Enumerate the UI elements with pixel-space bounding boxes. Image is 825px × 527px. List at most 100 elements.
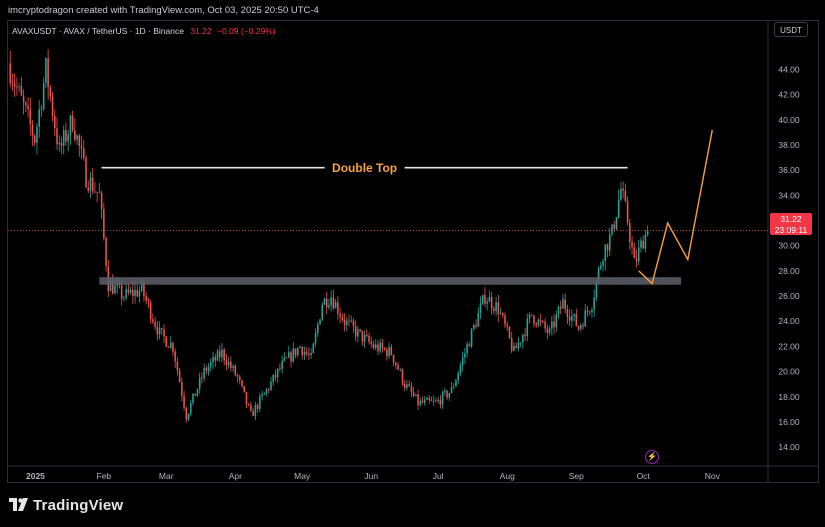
- candle: [270, 381, 272, 390]
- candle: [163, 329, 165, 337]
- candle: [486, 301, 488, 304]
- candle: [562, 299, 564, 309]
- candle: [256, 405, 259, 409]
- candle: [357, 329, 359, 337]
- candle: [473, 325, 475, 329]
- candle: [426, 398, 428, 400]
- candle: [337, 302, 339, 314]
- y-tick-label: 16.00: [778, 417, 800, 427]
- candle: [352, 320, 355, 327]
- candle: [490, 296, 493, 309]
- x-tick-label: Mar: [159, 471, 174, 481]
- x-tick-label: Oct: [637, 471, 651, 481]
- candle: [586, 310, 589, 312]
- x-tick-label: Sep: [569, 471, 584, 481]
- x-tick-label: May: [294, 471, 311, 481]
- badge-countdown: 23:09:11: [774, 224, 808, 235]
- candle: [432, 400, 435, 402]
- currency-button[interactable]: USDT: [774, 22, 808, 37]
- candle: [147, 300, 150, 303]
- candle: [234, 365, 237, 376]
- y-tick-label: 26.00: [778, 291, 800, 301]
- candle: [406, 384, 408, 388]
- candle: [479, 303, 482, 314]
- y-tick-label: 42.00: [778, 90, 800, 100]
- candle: [399, 369, 402, 371]
- candle: [345, 320, 348, 325]
- candle: [301, 346, 303, 356]
- y-tick-label: 34.00: [778, 190, 800, 200]
- candle: [252, 411, 254, 417]
- candle: [223, 349, 225, 361]
- candle: [138, 290, 141, 297]
- candle: [317, 324, 319, 334]
- candle: [89, 177, 92, 191]
- candle: [341, 316, 344, 320]
- candle: [96, 191, 98, 193]
- candle: [22, 95, 25, 103]
- candle: [192, 393, 194, 404]
- candle: [571, 316, 573, 321]
- candle: [225, 360, 228, 366]
- candle: [272, 374, 274, 382]
- candle: [559, 306, 562, 309]
- candle: [542, 321, 544, 322]
- candle: [591, 309, 593, 313]
- candle: [644, 234, 647, 249]
- candle: [198, 377, 201, 390]
- candle: [620, 188, 622, 200]
- candle: [481, 295, 484, 304]
- candle: [388, 346, 390, 357]
- candle: [392, 354, 395, 363]
- candle: [236, 375, 239, 377]
- candle: [604, 244, 607, 262]
- candle: [120, 284, 123, 299]
- candle: [522, 334, 524, 343]
- candle: [417, 394, 419, 406]
- candle: [466, 344, 468, 354]
- symbol-legend[interactable]: AVAXUSDT · AVAX / TetherUS · 1D · Binanc…: [12, 26, 276, 36]
- candle: [74, 130, 76, 140]
- candle: [227, 361, 230, 366]
- candle: [553, 321, 555, 328]
- candle: [201, 377, 203, 379]
- candle: [325, 298, 328, 308]
- candle: [423, 399, 426, 403]
- candle: [123, 297, 125, 299]
- candle: [136, 289, 139, 297]
- candle: [78, 135, 81, 146]
- candle: [588, 311, 591, 313]
- candle: [361, 330, 364, 342]
- candle: [216, 351, 219, 361]
- candle: [167, 346, 170, 348]
- candle: [530, 314, 533, 316]
- candle: [446, 390, 448, 398]
- candle: [401, 369, 404, 384]
- footer: [0, 487, 825, 527]
- candle: [611, 224, 613, 235]
- candle: [132, 289, 134, 297]
- candle: [38, 109, 40, 127]
- symbol-label: AVAXUSDT · AVAX / TetherUS · 1D · Binanc…: [12, 26, 184, 36]
- y-tick-label: 22.00: [778, 341, 800, 351]
- candle: [330, 297, 332, 306]
- candle: [178, 370, 181, 383]
- candle: [459, 365, 462, 374]
- candle: [508, 326, 511, 338]
- candle: [319, 319, 321, 325]
- candle: [622, 188, 624, 191]
- lightning-icon[interactable]: ⚡: [645, 450, 659, 464]
- y-tick-label: 44.00: [778, 64, 800, 74]
- candle: [11, 83, 14, 85]
- candle: [595, 281, 598, 298]
- candles-layer: [9, 49, 649, 423]
- candle: [51, 96, 54, 116]
- last-price-badge: 31.22 23:09:11: [770, 213, 812, 235]
- candle: [172, 342, 174, 352]
- candle: [354, 326, 357, 337]
- candle: [285, 357, 288, 359]
- candle: [323, 298, 326, 305]
- candle: [154, 321, 156, 327]
- candle: [279, 368, 281, 370]
